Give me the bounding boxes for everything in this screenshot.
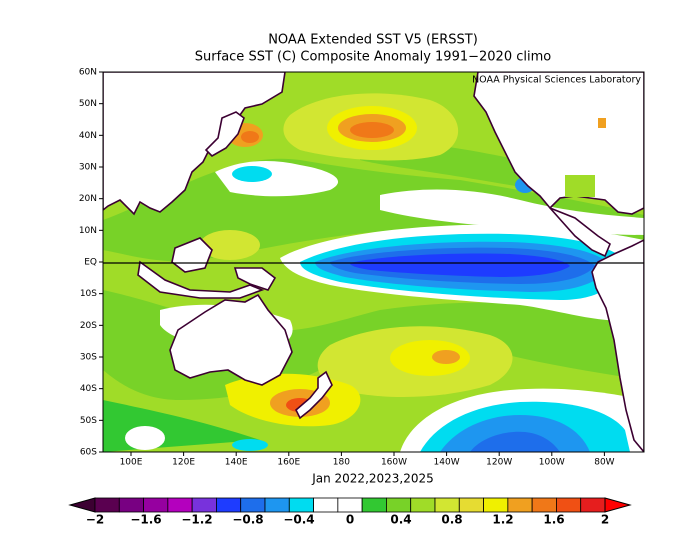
- colorbar-segment: [556, 497, 582, 513]
- colorbar-segment: [216, 497, 242, 513]
- y-tick-label: 50S: [80, 416, 97, 426]
- x-tick-label: 100W: [539, 458, 565, 468]
- contour: [350, 253, 570, 277]
- subtitle: Surface SST (C) Composite Anomaly 1991−2…: [195, 50, 551, 65]
- title: NOAA Extended SST V5 (ERSST): [268, 33, 478, 48]
- contour: [232, 166, 272, 182]
- colorbar-segment: [483, 497, 509, 513]
- contour: [390, 340, 470, 376]
- colorbar-label: 0.4: [390, 513, 411, 527]
- colorbar-segment: [313, 497, 339, 513]
- colorbar-end: [68, 497, 96, 513]
- axes: 60N 50N 40N 30N 20N 10N EQ 10S 20S 30S 40S 50S 60S 10…: [79, 68, 615, 468]
- colorbar-segment: [434, 497, 460, 513]
- x-tick-label: 140E: [225, 458, 248, 468]
- contour: [470, 431, 560, 452]
- land: [549, 207, 611, 258]
- land: [103, 72, 286, 216]
- credit: NOAA Physical Sciences Laboratory: [472, 75, 641, 86]
- contour: [241, 131, 259, 143]
- y-tick-label: 20S: [80, 321, 97, 331]
- contour: [432, 350, 460, 364]
- colorbar-segment: [191, 497, 217, 513]
- colorbar-label: 2: [601, 513, 609, 527]
- land: [295, 370, 333, 420]
- y-tick-label: 10N: [79, 226, 97, 236]
- y-tick-label: 10S: [80, 289, 97, 299]
- y-tick-label: 40N: [79, 131, 97, 141]
- y-tick-label: 30N: [79, 163, 97, 173]
- x-tick-label: 80W: [594, 458, 614, 468]
- colorbar-segment: [458, 497, 484, 513]
- land: [169, 293, 293, 386]
- x-tick-label: 180: [333, 458, 350, 468]
- colorbar-segment: [240, 497, 266, 513]
- colorbar-label: 0: [346, 513, 354, 527]
- colorbar-label: −1.6: [130, 513, 161, 527]
- colorbar-end: [604, 497, 632, 513]
- colorbar-segment: [580, 497, 606, 513]
- colorbar-segment: [94, 497, 120, 513]
- y-tick-label: EQ: [84, 258, 97, 268]
- colorbar-label: −0.4: [283, 513, 314, 527]
- colorbar-label: 0.8: [441, 513, 462, 527]
- contour: [232, 439, 268, 451]
- colorbar-segment: [337, 497, 363, 513]
- colorbar-segment: [143, 497, 169, 513]
- contour: [200, 230, 260, 260]
- x-tick-label: 120W: [486, 458, 512, 468]
- land: [204, 111, 245, 157]
- contour: [598, 118, 606, 128]
- colorbar-segment: [288, 497, 314, 513]
- colorbar: −2 −1.6 −1.2 −0.8 −0.4 0 0.4 0.8 1.2 1.6 2: [68, 497, 632, 527]
- x-label: Jan 2022,2023,2025: [311, 472, 434, 486]
- colorbar-label: −0.8: [232, 513, 263, 527]
- y-tick-label: 60N: [79, 68, 97, 78]
- colorbar-segment: [410, 497, 436, 513]
- x-tick-label: 100E: [120, 458, 143, 468]
- contour: [350, 122, 394, 138]
- y-tick-label: 50N: [79, 99, 97, 109]
- y-tick-label: 20N: [79, 194, 97, 204]
- land: [233, 267, 277, 291]
- land: [591, 239, 644, 452]
- colorbar-label: −2: [86, 513, 104, 527]
- y-tick-label: 40S: [80, 384, 97, 394]
- map: [103, 72, 644, 452]
- colorbar-segment: [361, 497, 387, 513]
- land: [473, 72, 644, 215]
- colorbar-segment: [507, 497, 533, 513]
- y-tick-label: 30S: [80, 353, 97, 363]
- y-tick-label: 60S: [80, 448, 97, 458]
- colorbar-segment: [118, 497, 144, 513]
- x-tick-label: 140W: [434, 458, 460, 468]
- x-tick-label: 160E: [277, 458, 300, 468]
- x-tick-label: 120E: [172, 458, 195, 468]
- colorbar-label: −1.2: [181, 513, 212, 527]
- colorbar-segment: [167, 497, 193, 513]
- land: [137, 260, 265, 299]
- colorbar-segment: [264, 497, 290, 513]
- colorbar-segment: [531, 497, 557, 513]
- contour: [565, 175, 595, 197]
- x-tick-label: 160W: [381, 458, 407, 468]
- colorbar-label: 1.6: [543, 513, 564, 527]
- colorbar-label: 1.2: [492, 513, 513, 527]
- contour: [125, 426, 165, 450]
- colorbar-segment: [386, 497, 412, 513]
